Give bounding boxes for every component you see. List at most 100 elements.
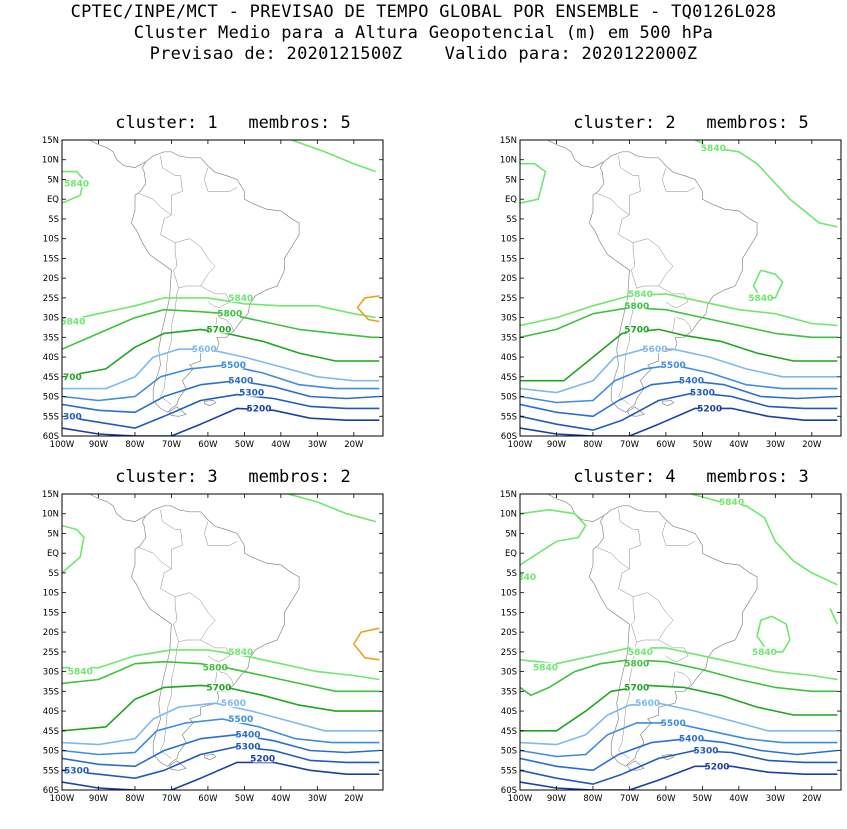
contour-5400 (62, 733, 380, 768)
lat-tick-label: 10N (42, 510, 59, 520)
lat-tick-label: 15S (501, 254, 517, 264)
lat-tick-label: 25S (501, 294, 517, 304)
country-border (160, 641, 179, 759)
contour-5200 (62, 407, 380, 436)
lon-tick-label: 100W (508, 794, 533, 804)
lat-tick-label: 25S (43, 294, 59, 304)
coastline (580, 494, 582, 495)
contour-5840 (62, 297, 376, 323)
coastline (546, 494, 605, 522)
contour-label: 5800 (203, 664, 228, 674)
coastline (588, 151, 758, 413)
lon-tick-label: 30W (308, 440, 328, 450)
lon-tick-label: 100W (508, 440, 533, 450)
contour-label-bg (238, 729, 259, 739)
lon-tick-label: 40W (729, 440, 749, 450)
contour-5300 (520, 749, 838, 785)
lat-tick-label: 5N (47, 175, 59, 185)
coastline (661, 400, 675, 406)
contour-label: 5300 (57, 412, 82, 422)
lat-tick-label: 45S (501, 727, 517, 737)
contour-5200 (520, 765, 838, 790)
coastline (546, 140, 605, 168)
lat-tick-label: 10S (501, 235, 517, 245)
lon-tick-label: 70W (162, 440, 182, 450)
coastline (122, 140, 124, 141)
lat-tick-label: 10S (43, 235, 59, 245)
lat-tick-label: 15S (43, 608, 59, 618)
contour-label: 5300 (64, 766, 89, 776)
contour-label: 5200 (704, 762, 729, 772)
contour-label-bg (223, 359, 244, 369)
contour-label: 5600 (642, 345, 667, 355)
contour-5840 (752, 269, 784, 299)
contour-5700 (520, 328, 838, 382)
lon-tick-label: 50W (235, 440, 255, 450)
lon-tick-label: 80W (125, 440, 145, 450)
contour-5800 (520, 306, 838, 339)
coastline (169, 406, 187, 417)
panel-title: cluster: 3 membros: 2 (115, 467, 351, 487)
country-border (658, 639, 689, 662)
lat-tick-label: 15N (500, 490, 517, 500)
lat-tick-label: 15S (43, 254, 59, 264)
coastline (580, 140, 582, 141)
contour-5840 (691, 494, 838, 586)
contour-label: 5300 (690, 389, 715, 399)
contour-5200 (62, 761, 380, 790)
contour-label-bg (626, 658, 647, 668)
lat-tick-label: 50S (501, 747, 517, 757)
country-border (204, 521, 238, 546)
contour-5840 (520, 647, 838, 681)
lon-tick-label: 90W (89, 794, 109, 804)
contour-label-bg (630, 646, 651, 656)
contour-label: 5200 (246, 404, 271, 414)
contour-high (356, 295, 380, 323)
coastline (203, 754, 217, 760)
contour-label: 5800 (624, 660, 649, 670)
country-border (138, 509, 183, 570)
country-border (618, 214, 634, 251)
contour-label-bg (230, 713, 251, 723)
lat-tick-label: 5S (506, 569, 517, 579)
lat-tick-label: 30S (43, 668, 59, 678)
lat-tick-label: 30S (501, 314, 517, 324)
contour-label: 5700 (57, 373, 82, 383)
lat-tick-label: 35S (43, 687, 59, 697)
lat-tick-label: EQ (47, 195, 59, 205)
lat-tick-label: 25S (501, 648, 517, 658)
lat-tick-label: 20S (43, 274, 59, 284)
contour-label: 5200 (250, 754, 275, 764)
contour-label-bg (62, 411, 80, 421)
coastline (130, 151, 300, 413)
lon-tick-label: 30W (308, 794, 328, 804)
country-border (160, 287, 179, 405)
coastline (627, 406, 645, 417)
coastline (130, 505, 300, 767)
contour-label-bg (626, 300, 647, 310)
map-plot: 5840 5840 5840 5800 5700 5600 5500 5400 5300 5200… (500, 136, 842, 450)
lat-tick-label: 10N (42, 156, 59, 166)
plot-frame (61, 139, 384, 437)
country-border (662, 167, 696, 192)
main-title: CPTEC/INPE/MCT - PREVISAO DE TEMPO GLOBA… (70, 2, 777, 22)
contour-label: 5840 (719, 498, 744, 508)
contour-label-bg (626, 682, 647, 692)
lat-tick-label: 55S (501, 766, 517, 776)
lat-tick-label: 10S (501, 589, 517, 599)
lon-tick-label: 100W (50, 440, 75, 450)
contour-label: 5840 (628, 290, 653, 300)
contour-label: 5840 (64, 179, 89, 189)
lon-tick-label: 30W (766, 440, 786, 450)
lat-tick-label: 10N (500, 156, 517, 166)
contour-label: 5300 (239, 389, 264, 399)
lat-tick-label: 50S (43, 393, 59, 403)
contour-label: 5840 (511, 573, 536, 583)
contour-label-bg (230, 375, 251, 385)
country-border (218, 671, 234, 686)
lon-tick-label: 20W (344, 440, 364, 450)
contour-5200 (520, 407, 838, 436)
contour-label: 5300 (236, 743, 261, 753)
country-border (596, 509, 641, 570)
